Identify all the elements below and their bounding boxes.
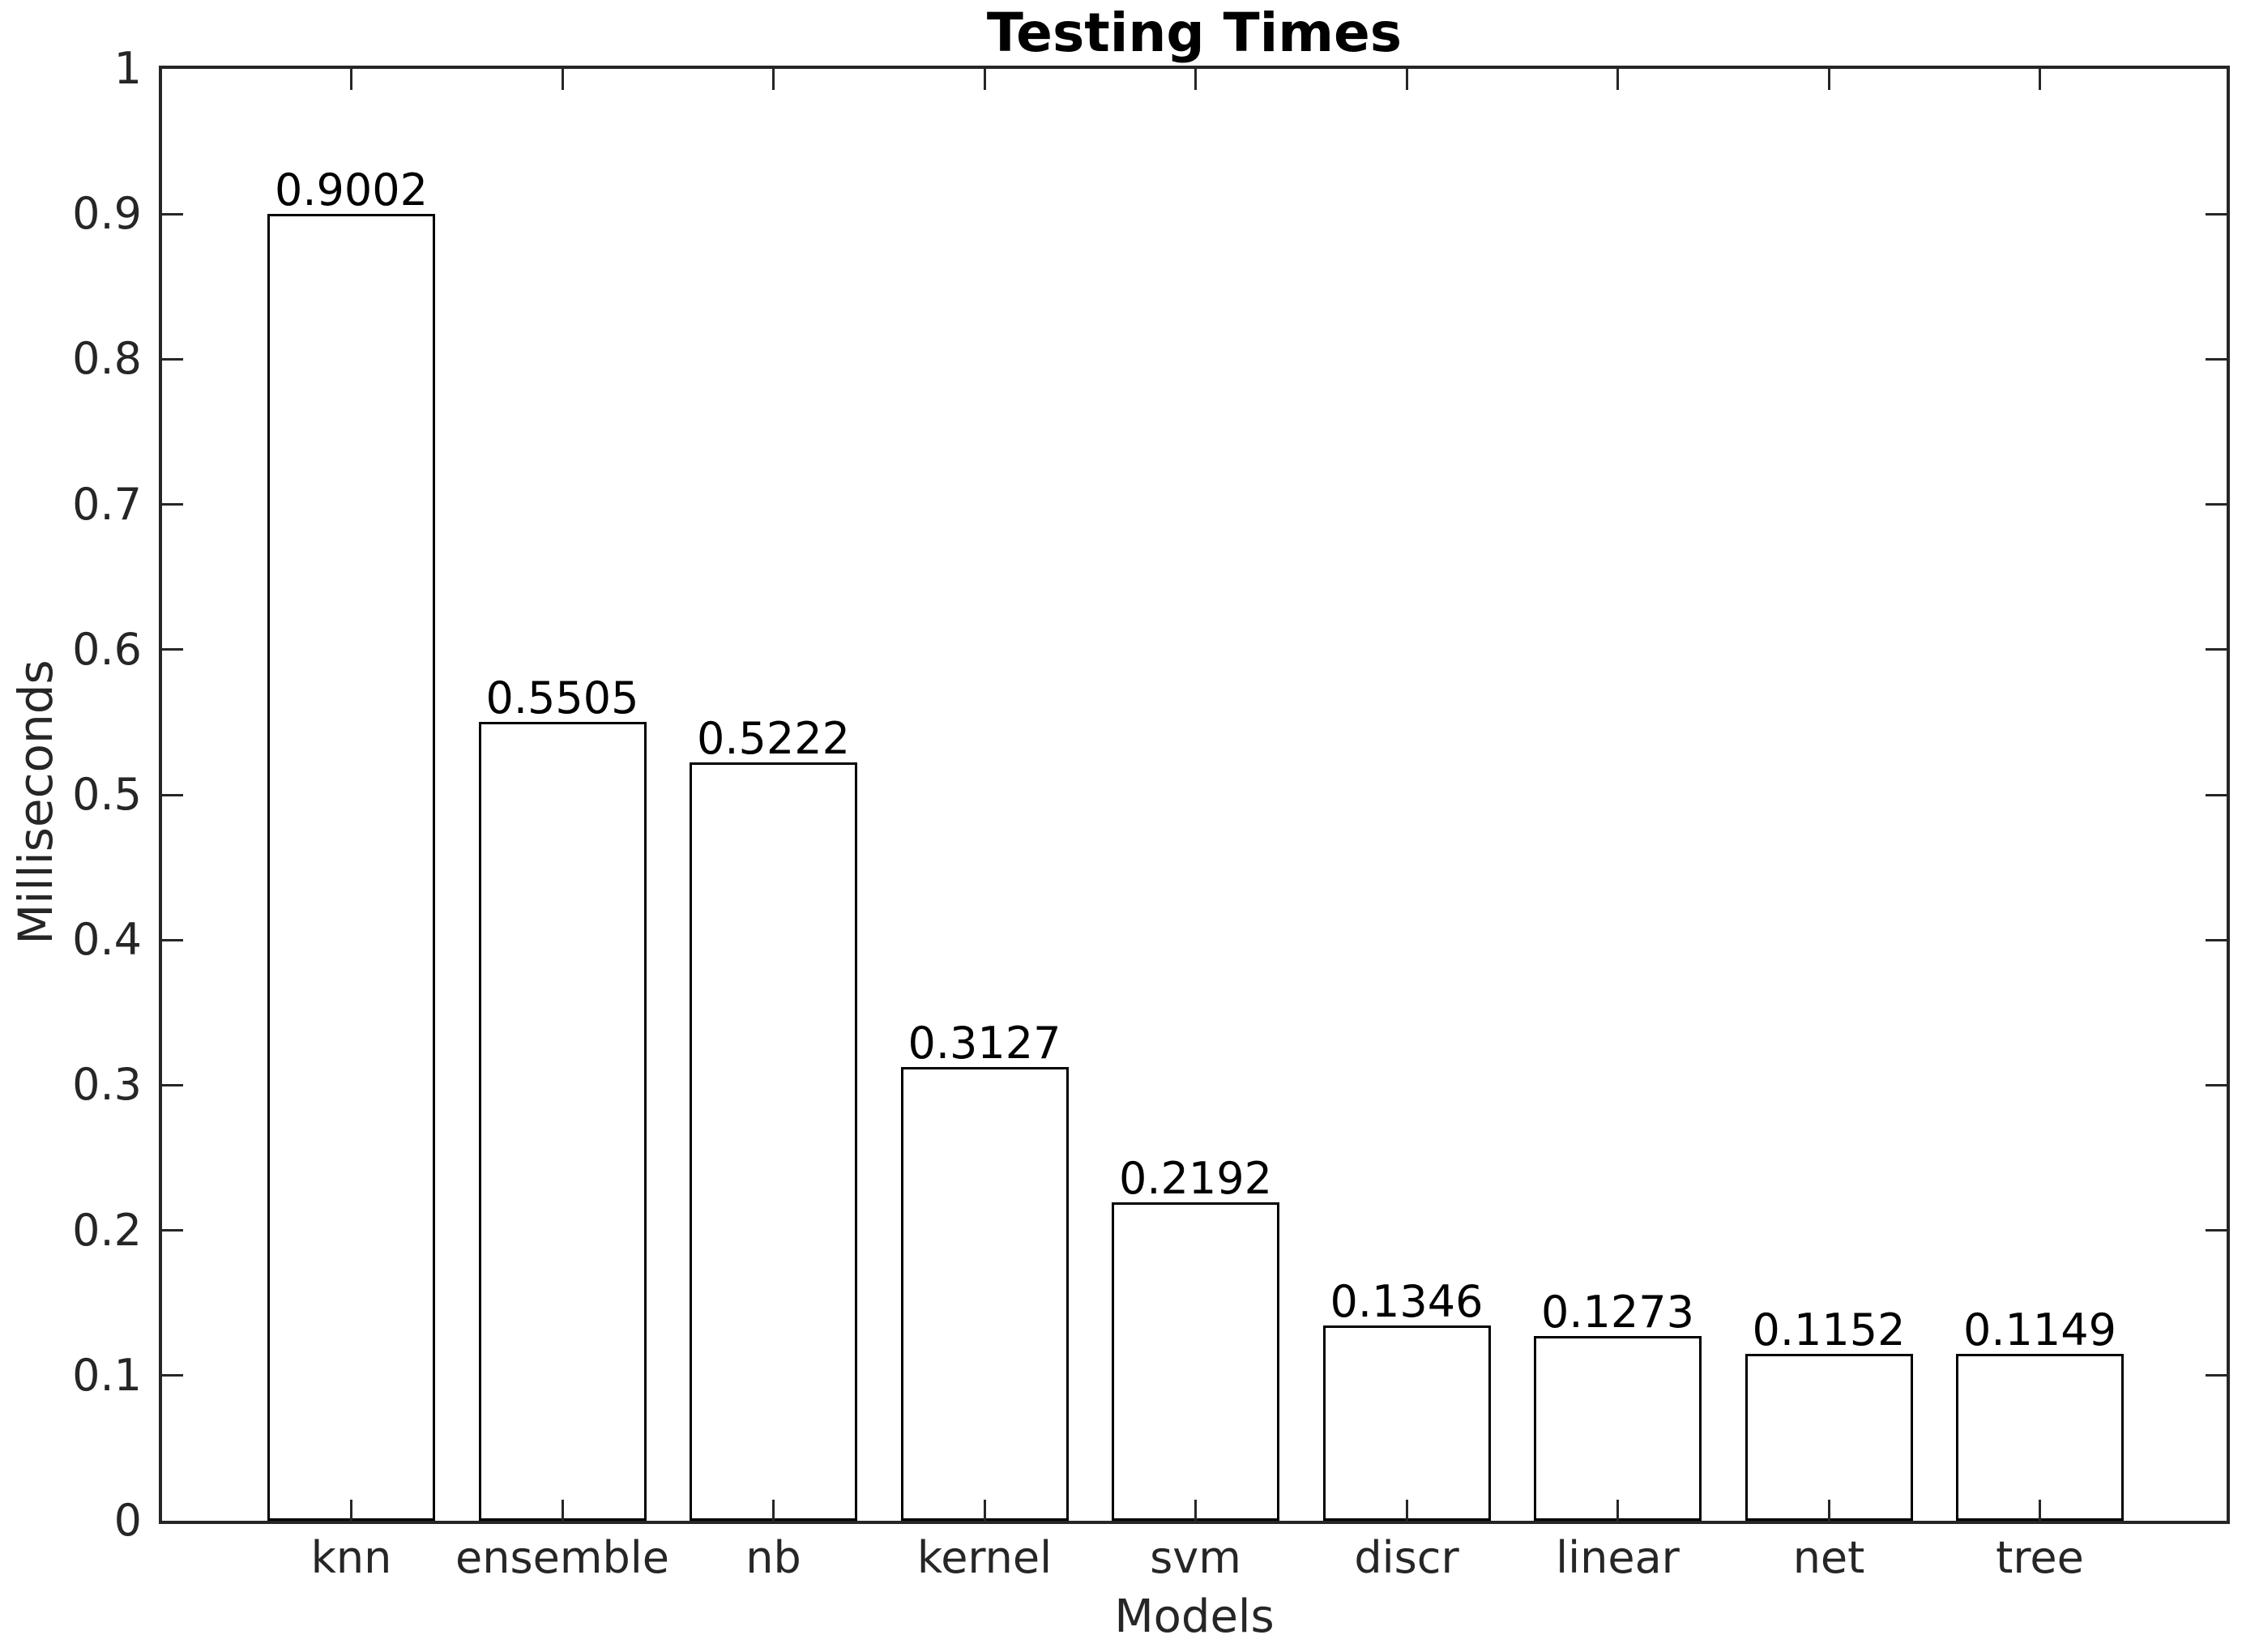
y-tick-left-0.9: [162, 212, 183, 216]
y-tick-label-0.7: 0.7: [72, 478, 142, 530]
y-tick-right-0.6: [2206, 648, 2227, 651]
y-tick-label-0.2: 0.2: [72, 1204, 142, 1256]
x-tick-label-net: net: [1792, 1532, 1865, 1583]
x-tick-bottom-net: [1827, 1500, 1830, 1521]
x-tick-bottom-ensemble: [561, 1500, 564, 1521]
y-tick-label-0.9: 0.9: [72, 188, 142, 240]
bar-value-label-discr: 0.1346: [1330, 1275, 1484, 1327]
y-tick-left-0.8: [162, 357, 183, 361]
y-tick-left-0.1: [162, 1374, 183, 1377]
x-tick-label-kernel: kernel: [916, 1532, 1053, 1583]
x-tick-label-svm: svm: [1150, 1532, 1241, 1583]
x-tick-bottom-discr: [1405, 1500, 1408, 1521]
x-tick-bottom-knn: [350, 1500, 352, 1521]
bar-value-label-net: 0.1152: [1752, 1304, 1906, 1355]
y-tick-left-0.7: [162, 503, 183, 506]
bar-value-label-linear: 0.1273: [1541, 1286, 1694, 1338]
bar-value-label-tree: 0.1149: [1963, 1304, 2116, 1356]
bar-discr: [1322, 1325, 1491, 1521]
y-tick-left-0.5: [162, 793, 183, 796]
bar-value-label-nb: 0.5222: [697, 713, 850, 765]
y-tick-left-0.3: [162, 1083, 183, 1086]
x-tick-top-net: [1827, 69, 1830, 90]
y-tick-left-0.6: [162, 648, 183, 651]
y-tick-left-0.2: [162, 1229, 183, 1232]
y-tick-right-0.4: [2206, 938, 2227, 941]
bar-net: [1744, 1353, 1913, 1521]
x-tick-top-svm: [1194, 69, 1197, 90]
x-axis-label: Models: [1114, 1590, 1275, 1643]
y-tick-right-0.3: [2206, 1083, 2227, 1086]
y-axis-label: Milliseconds: [8, 660, 63, 945]
bar-knn: [267, 213, 435, 1521]
x-tick-top-discr: [1405, 69, 1408, 90]
x-tick-top-tree: [2039, 69, 2041, 90]
y-tick-label-0.1: 0.1: [72, 1349, 142, 1401]
y-tick-right-0.5: [2206, 793, 2227, 796]
y-tick-label-0.3: 0.3: [72, 1059, 142, 1111]
x-tick-top-linear: [1616, 69, 1619, 90]
bar-ensemble: [478, 721, 647, 1521]
y-tick-left-0.4: [162, 938, 183, 941]
x-tick-label-discr: discr: [1354, 1532, 1459, 1583]
bar-value-label-svm: 0.2192: [1119, 1153, 1272, 1205]
y-tick-right-0.2: [2206, 1229, 2227, 1232]
y-tick-label-1: 1: [113, 43, 142, 94]
x-tick-label-knn: knn: [310, 1532, 392, 1583]
y-tick-right-0.9: [2206, 212, 2227, 216]
x-tick-label-tree: tree: [1996, 1532, 2084, 1583]
bar-nb: [690, 762, 857, 1521]
y-tick-label-0.8: 0.8: [72, 333, 142, 385]
y-tick-label-0.6: 0.6: [72, 623, 142, 675]
y-tick-label-0.4: 0.4: [72, 914, 142, 966]
bar-tree: [1956, 1354, 2124, 1521]
bar-value-label-ensemble: 0.5505: [485, 672, 639, 724]
x-tick-top-knn: [350, 69, 352, 90]
x-tick-bottom-tree: [2039, 1500, 2041, 1521]
bar-svm: [1112, 1202, 1279, 1521]
chart-title: Testing Times: [986, 2, 1403, 64]
y-tick-label-0.5: 0.5: [72, 769, 142, 820]
x-tick-top-ensemble: [561, 69, 564, 90]
x-tick-label-nb: nb: [745, 1532, 801, 1583]
x-tick-label-ensemble: ensemble: [455, 1532, 669, 1583]
y-tick-right-0.8: [2206, 357, 2227, 361]
y-tick-label-0: 0: [113, 1495, 142, 1546]
bar-value-label-knn: 0.9002: [275, 164, 428, 216]
bar-value-label-kernel: 0.3127: [907, 1017, 1061, 1069]
x-tick-bottom-svm: [1194, 1500, 1197, 1521]
x-tick-bottom-nb: [772, 1500, 775, 1521]
x-tick-top-kernel: [983, 69, 986, 90]
x-tick-top-nb: [772, 69, 775, 90]
y-tick-right-0.1: [2206, 1374, 2227, 1377]
y-tick-right-0.7: [2206, 503, 2227, 506]
x-tick-bottom-linear: [1616, 1500, 1619, 1521]
x-tick-bottom-kernel: [983, 1500, 986, 1521]
x-tick-label-linear: linear: [1556, 1532, 1680, 1583]
plot-area: [159, 66, 2230, 1524]
bar-linear: [1534, 1335, 1702, 1521]
bar-kernel: [900, 1066, 1069, 1521]
